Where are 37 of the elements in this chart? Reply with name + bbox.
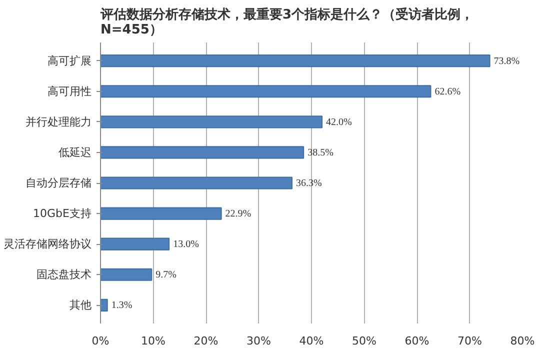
- y-tick-label: 高可用性: [48, 84, 92, 98]
- data-label: 13.0%: [173, 239, 199, 250]
- y-tick-label: 固态盘技术: [36, 268, 92, 282]
- bar: [100, 298, 108, 312]
- bar: [100, 116, 323, 128]
- bar: [100, 268, 152, 281]
- x-tick-label: 60%: [404, 334, 430, 348]
- bar: [100, 238, 170, 250]
- data-label: 9.7%: [156, 270, 177, 281]
- x-tick-label: 50%: [352, 334, 376, 348]
- y-tick-label: 灵活存储网络协议: [4, 238, 92, 251]
- data-label: 1.3%: [111, 300, 132, 312]
- x-tick-label: 0%: [92, 334, 110, 348]
- bar: [100, 85, 432, 98]
- x-tick-label: 20%: [194, 334, 218, 348]
- data-label: 36.3%: [296, 178, 322, 189]
- bar: [100, 176, 292, 190]
- bar: [100, 54, 490, 68]
- x-tick-label: 10%: [141, 334, 166, 348]
- chart-title: 评估数据分析存储技术，最重要3个指标是什么？（受访者比例，N=455）: [100, 6, 474, 38]
- y-tick-label: 低延迟: [58, 146, 92, 159]
- y-tick-label: 10GbE支持: [33, 207, 92, 220]
- y-tick-label: 高可扩展: [48, 54, 92, 68]
- x-tick-label: 70%: [458, 334, 482, 348]
- data-label: 62.6%: [434, 86, 461, 98]
- data-label: 42.0%: [326, 116, 352, 128]
- y-tick-label: 自动分层存储: [26, 176, 92, 190]
- x-tick-label: 40%: [299, 334, 324, 348]
- data-label: 38.5%: [308, 147, 334, 158]
- y-tick-label: 并行处理能力: [26, 115, 92, 128]
- x-tick-label: 80%: [510, 334, 535, 348]
- x-tick-label: 30%: [246, 334, 271, 348]
- bar: [100, 207, 222, 220]
- bar: [100, 146, 304, 159]
- data-label: 22.9%: [225, 208, 252, 220]
- data-label: 73.8%: [494, 56, 520, 67]
- y-tick-label: 其他: [70, 298, 92, 312]
